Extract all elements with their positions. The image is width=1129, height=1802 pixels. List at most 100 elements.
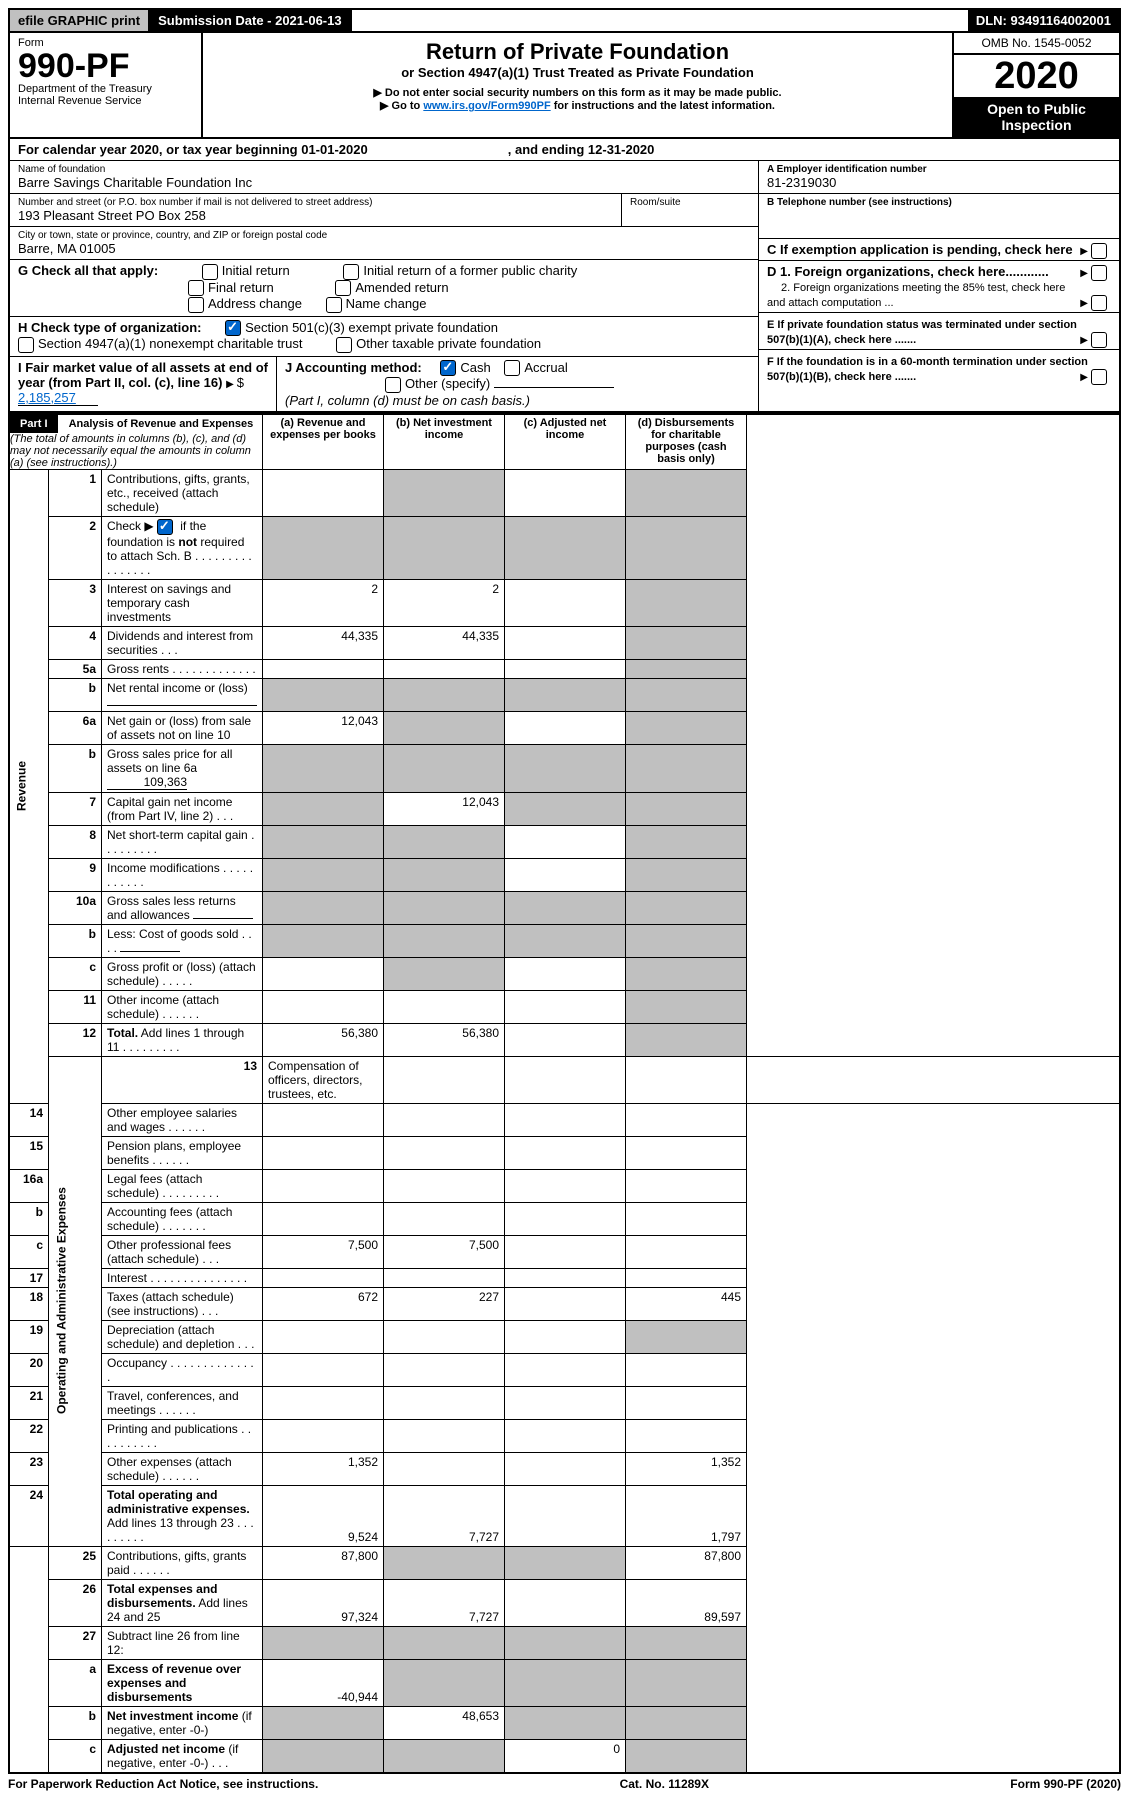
col-c: (c) Adjusted net income	[505, 414, 626, 470]
checkbox-cash[interactable]	[440, 360, 456, 376]
col-a: (a) Revenue and expenses per books	[263, 414, 384, 470]
line-27: Subtract line 26 from line 12:	[102, 1626, 263, 1659]
tel-label: B Telephone number (see instructions)	[767, 197, 1111, 208]
line-8: Net short-term capital gain . . . . . . …	[102, 825, 263, 858]
line-6a: Net gain or (loss) from sale of assets n…	[102, 711, 263, 744]
efile-label[interactable]: efile GRAPHIC print	[10, 10, 150, 31]
ein: 81-2319030	[767, 175, 1111, 190]
checkbox-schb[interactable]	[157, 519, 173, 535]
checkbox-other-method[interactable]	[385, 377, 401, 393]
checkbox-address[interactable]	[188, 297, 204, 313]
section-e: E If private foundation status was termi…	[759, 313, 1119, 350]
line-22: Printing and publications . . . . . . . …	[102, 1419, 263, 1452]
line-17: Interest . . . . . . . . . . . . . . .	[102, 1268, 263, 1287]
omb-number: OMB No. 1545-0052	[954, 33, 1119, 55]
line-2: Check ▶ if the foundation is not require…	[102, 516, 263, 579]
dln-label: DLN: 93491164002001	[968, 10, 1119, 31]
line-3: Interest on savings and temporary cash i…	[102, 579, 263, 626]
line-18: Taxes (attach schedule) (see instruction…	[102, 1287, 263, 1320]
checkbox-other-tax[interactable]	[336, 337, 352, 353]
line-21: Travel, conferences, and meetings . . . …	[102, 1386, 263, 1419]
line-16c: Other professional fees (attach schedule…	[102, 1235, 263, 1268]
footer-mid: Cat. No. 11289X	[620, 1777, 709, 1791]
col-b: (b) Net investment income	[384, 414, 505, 470]
irs-label: Internal Revenue Service	[18, 95, 193, 107]
line-14: Other employee salaries and wages . . . …	[102, 1103, 263, 1136]
part1-table: Part I Analysis of Revenue and Expenses …	[8, 413, 1121, 1774]
line-5b: Net rental income or (loss)	[102, 678, 263, 711]
section-c: C If exemption application is pending, c…	[759, 239, 1119, 261]
info-section: Name of foundation Barre Savings Charita…	[8, 161, 1121, 413]
checkbox-f[interactable]	[1091, 369, 1107, 385]
city: Barre, MA 01005	[18, 241, 750, 256]
line-7: Capital gain net income (from Part IV, l…	[102, 792, 263, 825]
checkbox-d1[interactable]	[1091, 265, 1107, 281]
col-d: (d) Disbursements for charitable purpose…	[626, 414, 747, 470]
dept-label: Department of the Treasury	[18, 83, 193, 95]
fmv-value[interactable]: 2,185,257	[18, 390, 98, 406]
form-title: Return of Private Foundation	[213, 39, 942, 65]
section-h: H Check type of organization: Section 50…	[10, 317, 758, 357]
line-4: Dividends and interest from securities .…	[102, 626, 263, 659]
form-header: Form 990-PF Department of the Treasury I…	[8, 33, 1121, 139]
line-19: Depreciation (attach schedule) and deple…	[102, 1320, 263, 1353]
line-26: Total expenses and disbursements. Add li…	[102, 1579, 263, 1626]
irs-link[interactable]: www.irs.gov/Form990PF	[423, 100, 550, 112]
line-23: Other expenses (attach schedule) . . . .…	[102, 1452, 263, 1485]
page-footer: For Paperwork Reduction Act Notice, see …	[8, 1774, 1121, 1794]
j-note: (Part I, column (d) must be on cash basi…	[285, 393, 530, 408]
line-27c: Adjusted net income (if negative, enter …	[102, 1739, 263, 1773]
form-number: 990-PF	[18, 49, 193, 83]
checkbox-amended[interactable]	[335, 280, 351, 296]
foundation-name: Barre Savings Charitable Foundation Inc	[18, 175, 750, 190]
addr-label: Number and street (or P.O. box number if…	[18, 197, 613, 208]
checkbox-e[interactable]	[1091, 332, 1107, 348]
city-label: City or town, state or province, country…	[18, 230, 750, 241]
address: 193 Pleasant Street PO Box 258	[18, 208, 613, 223]
checkbox-former[interactable]	[343, 264, 359, 280]
section-d: D 1. Foreign organizations, check here..…	[759, 261, 1119, 313]
line-25: Contributions, gifts, grants paid . . . …	[102, 1546, 263, 1579]
line-13: Compensation of officers, directors, tru…	[263, 1056, 384, 1103]
form-note2: ▶ Go to www.irs.gov/Form990PF for instru…	[213, 99, 942, 112]
ein-label: A Employer identification number	[767, 164, 1111, 175]
section-f: F If the foundation is in a 60-month ter…	[759, 350, 1119, 386]
line-12: Total. Add lines 1 through 11 . . . . . …	[102, 1023, 263, 1056]
line-1: Contributions, gifts, grants, etc., rece…	[102, 469, 263, 516]
checkbox-accrual[interactable]	[504, 360, 520, 376]
checkbox-d2[interactable]	[1091, 295, 1107, 311]
line-9: Income modifications . . . . . . . . . .…	[102, 858, 263, 891]
line-10a: Gross sales less returns and allowances	[102, 891, 263, 924]
line-20: Occupancy . . . . . . . . . . . . . .	[102, 1353, 263, 1386]
line-24: Total operating and administrative expen…	[102, 1485, 263, 1546]
section-j-label: J Accounting method:	[285, 360, 422, 375]
section-g: G Check all that apply: Initial return I…	[10, 260, 758, 317]
line-11: Other income (attach schedule) . . . . .…	[102, 990, 263, 1023]
line-27a: Excess of revenue over expenses and disb…	[102, 1659, 263, 1706]
submission-date: Submission Date - 2021-06-13	[150, 10, 352, 31]
line-6b: Gross sales price for all assets on line…	[102, 744, 263, 792]
part1-label: Part I	[10, 415, 58, 433]
line-15: Pension plans, employee benefits . . . .…	[102, 1136, 263, 1169]
room-label: Room/suite	[630, 197, 750, 208]
line-5a: Gross rents . . . . . . . . . . . . .	[102, 659, 263, 678]
line-16a: Legal fees (attach schedule) . . . . . .…	[102, 1169, 263, 1202]
line-27b: Net investment income (if negative, ente…	[102, 1706, 263, 1739]
line-16b: Accounting fees (attach schedule) . . . …	[102, 1202, 263, 1235]
footer-left: For Paperwork Reduction Act Notice, see …	[8, 1777, 318, 1791]
expenses-label: Operating and Administrative Expenses	[49, 1056, 102, 1546]
top-bar: efile GRAPHIC print Submission Date - 20…	[8, 8, 1121, 33]
checkbox-c[interactable]	[1091, 243, 1107, 259]
revenue-label: Revenue	[9, 469, 49, 1103]
checkbox-final[interactable]	[188, 280, 204, 296]
checkbox-name[interactable]	[326, 297, 342, 313]
checkbox-initial[interactable]	[202, 264, 218, 280]
checkbox-501c3[interactable]	[225, 320, 241, 336]
topbar-spacer	[352, 10, 968, 31]
form-note1: ▶ Do not enter social security numbers o…	[213, 86, 942, 99]
name-label: Name of foundation	[18, 164, 750, 175]
open-public: Open to Public Inspection	[954, 97, 1119, 137]
line-10c: Gross profit or (loss) (attach schedule)…	[102, 957, 263, 990]
checkbox-4947[interactable]	[18, 337, 34, 353]
calendar-year-row: For calendar year 2020, or tax year begi…	[8, 139, 1121, 161]
